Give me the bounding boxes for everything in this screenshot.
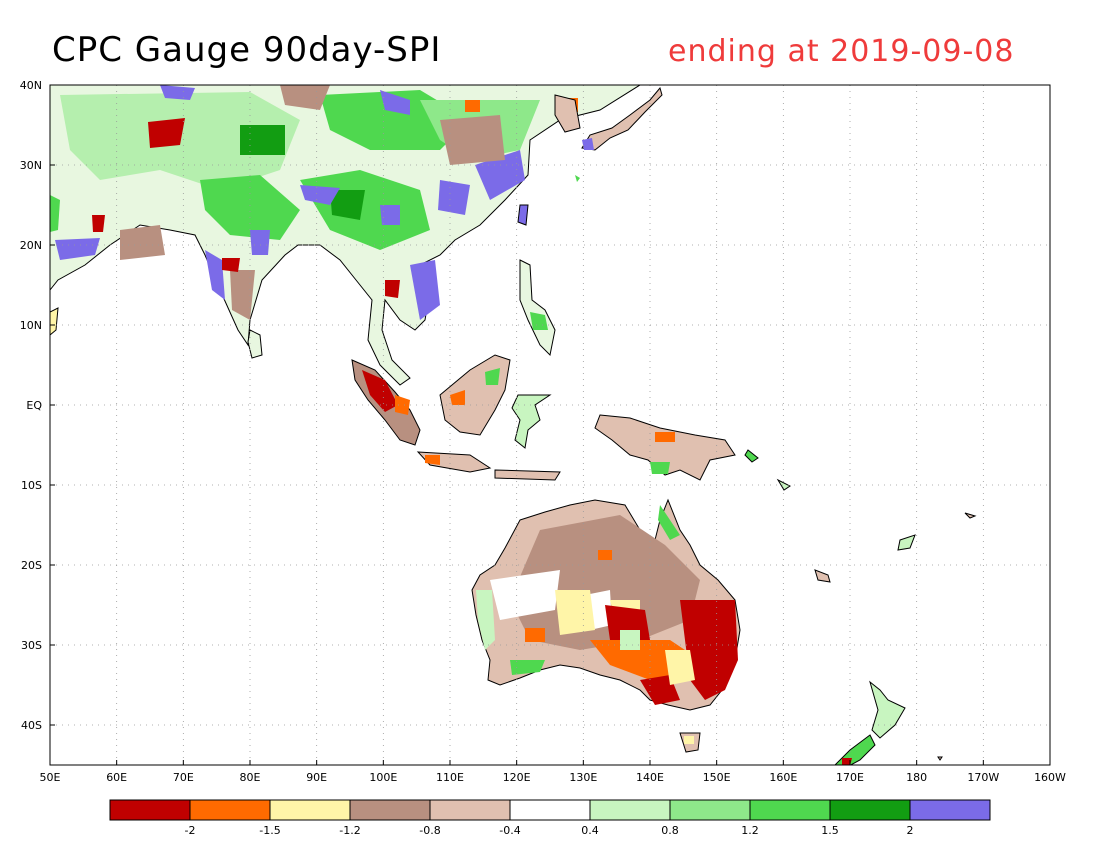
legend-label: -2	[185, 824, 196, 837]
legend-label: -1.5	[259, 824, 280, 837]
legend-label: -1.2	[339, 824, 360, 837]
sri-lanka	[247, 329, 263, 359]
lon-tick-label: 90E	[306, 771, 327, 784]
legend-swatch	[349, 799, 431, 821]
legend-label: 0.8	[661, 824, 679, 837]
lat-tick-label: 10S	[21, 479, 42, 492]
lon-tick-label: 160E	[769, 771, 797, 784]
madagascar-edge	[50, 307, 59, 336]
color-legend: -2 -1.5 -1.2 -0.8 -0.4 0.4 0.8 1.2 1.5 2	[109, 799, 991, 837]
lon-tick-label: 80E	[240, 771, 261, 784]
new-zealand-south	[834, 734, 876, 765]
legend-label: -0.8	[419, 824, 440, 837]
lon-tick-label: 160W	[1034, 771, 1066, 784]
lat-tick-label: 10N	[20, 319, 42, 332]
new-zealand-north	[869, 680, 906, 739]
fiji	[814, 569, 831, 583]
legend-label: 1.2	[741, 824, 759, 837]
legend-swatch	[109, 799, 191, 821]
new-guinea	[594, 414, 736, 481]
lat-tick-label: 30S	[21, 639, 42, 652]
legend-swatch	[189, 799, 271, 821]
philippines	[519, 259, 556, 357]
legend-swatch	[429, 799, 511, 821]
lon-tick-label: 50E	[40, 771, 61, 784]
lon-tick-label: 170W	[967, 771, 999, 784]
korea	[554, 94, 581, 133]
lon-tick-label: 140E	[636, 771, 664, 784]
lon-tick-label: 180	[906, 771, 927, 784]
lon-tick-label: 100E	[369, 771, 397, 784]
lon-tick-label: 120E	[503, 771, 531, 784]
legend-label: 1.5	[821, 824, 839, 837]
australia-colors	[476, 505, 738, 705]
legend-swatch	[749, 799, 831, 821]
lon-tick-label: 130E	[569, 771, 597, 784]
legend-swatch	[669, 799, 751, 821]
lat-tick-label: 30N	[20, 159, 42, 172]
lon-tick-label: 170E	[836, 771, 864, 784]
map-title: CPC Gauge 90day-SPI	[52, 30, 442, 70]
map-subtitle: ending at 2019-09-08	[668, 34, 1015, 69]
lon-tick-label: 70E	[173, 771, 194, 784]
legend-label: 0.4	[581, 824, 599, 837]
lat-tick-label: 20S	[21, 559, 42, 572]
new-caledonia	[897, 534, 916, 551]
sulawesi	[511, 394, 552, 449]
map-layer	[50, 85, 977, 765]
tick-layer: 50E 60E 70E 80E 90E 100E 110E 120E 130E 140E 150E 1…	[20, 79, 1066, 784]
lat-tick-label: 20N	[20, 239, 42, 252]
legend-swatch	[269, 799, 351, 821]
lon-tick-label: 150E	[703, 771, 731, 784]
lon-tick-label: 60E	[106, 771, 127, 784]
asia-colors	[55, 85, 578, 320]
lat-tick-label: 40S	[21, 719, 42, 732]
legend-swatch	[909, 799, 991, 821]
solomon-islands	[744, 449, 759, 463]
legend-label: 2	[907, 824, 914, 837]
legend-label: -0.4	[499, 824, 520, 837]
legend-swatch	[589, 799, 671, 821]
legend-swatch	[509, 799, 591, 821]
lesser-sunda	[494, 469, 561, 481]
lon-tick-label: 110E	[436, 771, 464, 784]
map-frame	[49, 84, 1051, 766]
taiwan	[517, 204, 529, 226]
lat-tick-label: 40N	[20, 79, 42, 92]
legend-swatch	[829, 799, 911, 821]
lat-tick-label: EQ	[26, 399, 42, 412]
